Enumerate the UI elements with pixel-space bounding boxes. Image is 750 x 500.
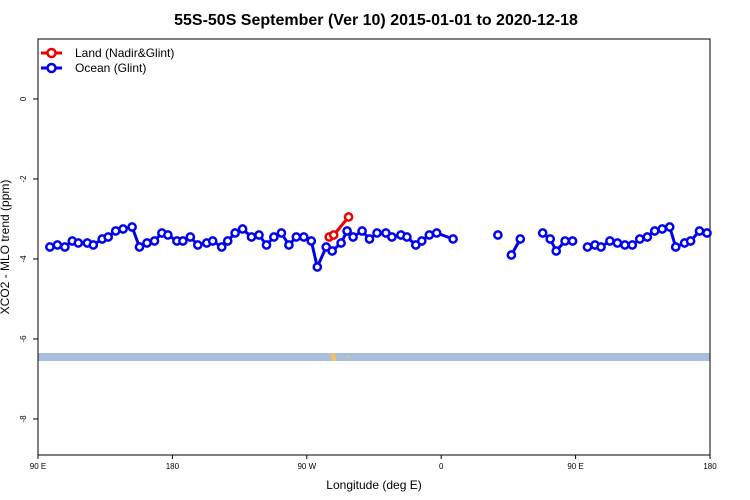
data-point <box>327 246 338 256</box>
data-point <box>387 232 397 242</box>
y-tick-label: -8 <box>19 415 28 423</box>
y-tick-label: -2 <box>19 175 28 183</box>
data-point <box>424 230 435 240</box>
data-point <box>246 232 257 242</box>
data-point <box>416 236 427 246</box>
data-point <box>149 236 160 246</box>
data-point <box>118 224 128 234</box>
land-band-marker-small <box>346 356 350 358</box>
x-tick-label: 0 <box>439 462 444 471</box>
y-axis: 0 -2 -4 -6 -8 <box>19 96 38 423</box>
data-point <box>431 228 442 238</box>
data-point <box>222 236 233 246</box>
data-point <box>545 234 556 244</box>
x-axis: 90 E 180 90 W 0 90 E 180 <box>30 455 717 471</box>
data-point <box>582 242 593 252</box>
chart-title: 55S-50S September (Ver 10) 2015-01-01 to… <box>174 12 578 29</box>
data-point <box>127 222 137 232</box>
data-point <box>515 234 526 244</box>
data-point <box>402 232 412 242</box>
legend: Land (Nadir&Glint) Ocean (Glint) <box>41 46 174 75</box>
data-point <box>178 236 188 246</box>
land-band-bar <box>38 353 710 361</box>
data-point <box>537 228 548 238</box>
data-point <box>60 242 70 252</box>
data-point <box>685 236 696 246</box>
data-point <box>657 224 668 234</box>
data-point <box>596 242 606 252</box>
data-point <box>560 236 570 246</box>
data-point <box>103 232 114 242</box>
data-point <box>88 240 99 250</box>
y-tick-label: -6 <box>19 335 28 343</box>
y-tick-label: 0 <box>19 96 28 101</box>
data-point <box>230 228 240 238</box>
data-point <box>45 242 55 252</box>
data-point <box>634 234 645 244</box>
data-point <box>216 242 227 252</box>
data-point <box>448 234 458 244</box>
data-point <box>328 230 339 240</box>
data-point <box>110 226 121 236</box>
legend-marker-ocean <box>46 62 57 74</box>
data-point <box>702 228 712 238</box>
x-axis-label: Longitude (deg E) <box>326 478 421 492</box>
data-point <box>348 232 358 242</box>
land-band <box>38 353 710 361</box>
x-tick-label: 90 E <box>567 462 583 471</box>
data-point <box>343 212 354 222</box>
data-point <box>364 234 375 244</box>
data-point <box>372 228 382 238</box>
series-1 <box>45 222 712 272</box>
legend-label-land: Land (Nadir&Glint) <box>75 46 174 60</box>
data-point <box>357 226 367 236</box>
data-point <box>694 226 705 236</box>
x-tick-label: 90 W <box>297 462 316 471</box>
legend-label-ocean: Ocean (Glint) <box>75 61 146 75</box>
data-point <box>312 262 323 272</box>
data-point <box>342 226 352 236</box>
data-point <box>207 236 218 246</box>
y-axis-label: XCO2 - MLO trend (ppm) <box>0 180 12 315</box>
data-point <box>605 236 615 246</box>
x-tick-label: 90 E <box>30 462 46 471</box>
legend-marker-land <box>46 47 57 59</box>
data-point <box>642 232 653 242</box>
data-point <box>254 230 264 240</box>
data-point <box>185 232 196 242</box>
data-point <box>163 230 173 240</box>
data-point <box>627 240 638 250</box>
x-tick-label: 180 <box>166 462 180 471</box>
plot-frame <box>37 38 711 456</box>
data-point <box>649 226 660 236</box>
data-point <box>192 240 203 250</box>
y-tick-label: -4 <box>19 255 28 263</box>
data-point <box>134 242 145 252</box>
land-band-marker <box>330 353 337 361</box>
series-0 <box>324 212 354 242</box>
data-point <box>237 224 248 234</box>
data-point <box>336 238 346 248</box>
data-point <box>291 232 302 242</box>
data-point <box>670 242 681 252</box>
x-tick-label: 180 <box>703 462 717 471</box>
data-point <box>664 222 675 232</box>
data-point <box>52 240 63 250</box>
data-point <box>551 246 562 256</box>
data-point <box>306 236 317 246</box>
data-point <box>506 250 517 260</box>
data-point <box>284 240 294 250</box>
data-point <box>261 240 272 250</box>
data-point <box>612 238 623 248</box>
series-layer <box>45 212 712 272</box>
data-point <box>298 232 309 242</box>
data-point <box>142 238 152 248</box>
data-point <box>493 230 503 240</box>
data-point <box>73 238 84 248</box>
data-point <box>567 236 578 246</box>
data-point <box>276 228 287 238</box>
data-point <box>620 240 630 250</box>
data-point <box>269 232 279 242</box>
